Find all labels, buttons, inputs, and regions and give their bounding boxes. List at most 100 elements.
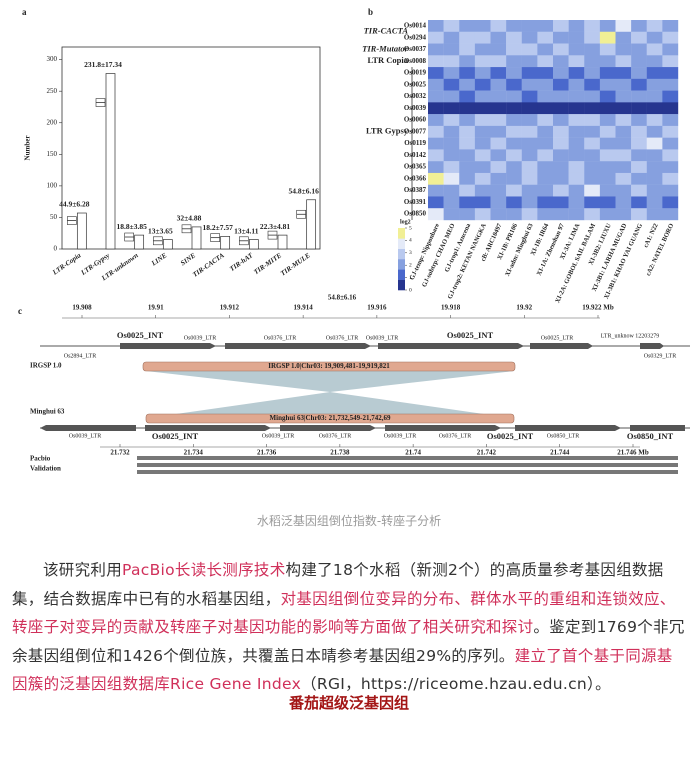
- heat-cell: [662, 78, 679, 91]
- text: 该研究利用: [43, 561, 123, 579]
- heat-cell: [474, 161, 491, 174]
- heat-cell: [537, 20, 554, 32]
- annotation: 54.8±6.16: [288, 186, 319, 195]
- heat-cell: [631, 114, 647, 127]
- scale-label: 19.916: [367, 304, 387, 312]
- heat-cell: [443, 90, 460, 103]
- heat-cell: [662, 137, 679, 150]
- heat-cell: [428, 31, 444, 44]
- scale-label: 19.91: [148, 304, 164, 312]
- heat-cell: [521, 20, 538, 32]
- text: （RGI，https://riceome.hzau.edu.cn）。: [301, 675, 611, 693]
- heat-cell: [428, 20, 444, 32]
- heat-cell: [646, 20, 663, 32]
- gene-label: Os0025_INT: [487, 431, 534, 441]
- track-name: Pacbio: [30, 455, 51, 463]
- heat-cell: [631, 78, 647, 91]
- scale-label: 21.742: [477, 449, 497, 457]
- heat-cell: [599, 125, 616, 138]
- heat-cell: [599, 20, 616, 32]
- y-tick-label: 0: [54, 245, 58, 253]
- heat-cell: [459, 149, 476, 162]
- heat-cell: [599, 90, 616, 103]
- text: 。鉴定到1769个非冗余基因组倒位和1426个倒位族，共覆盖日本晴参考基因组29…: [12, 618, 685, 665]
- heat-cell: [631, 31, 647, 44]
- highlight: 对基因组倒位变异的分布、群体水平的重组和连锁效应、转座子对变异的贡献及转座子对基…: [12, 589, 676, 637]
- x-tick-label: SINE: [179, 251, 197, 267]
- heat-cell: [443, 184, 460, 197]
- heat-cell: [490, 90, 507, 103]
- y-tick-label: 150: [47, 150, 58, 158]
- heat-cell: [631, 55, 647, 68]
- y-tick-label: 200: [47, 118, 58, 126]
- heat-cell: [521, 184, 538, 197]
- heat-cell: [474, 31, 491, 44]
- heat-cell: [459, 125, 476, 138]
- legend-swatch: [398, 259, 405, 270]
- heat-cell: [428, 102, 444, 115]
- heat-cell: [459, 184, 476, 197]
- heat-cell: [568, 161, 585, 174]
- heat-cell: [506, 184, 522, 197]
- heat-cell: [459, 67, 476, 80]
- heat-cell: [537, 161, 554, 174]
- heat-cell: [428, 149, 444, 162]
- heat-cell: [584, 161, 601, 174]
- heat-cell: [599, 208, 616, 221]
- heat-cell: [459, 102, 476, 115]
- heat-cell: [521, 43, 538, 56]
- bar: [76, 212, 87, 250]
- heat-cell: [631, 208, 647, 221]
- heat-cell: [584, 90, 601, 103]
- heat-cell: [662, 184, 679, 197]
- paragraph: 该研究利用PacBio长读长测序技术构建了18个水稻（新测2个）的高质量参考基因…: [12, 556, 688, 699]
- scale-label: 19.912: [220, 304, 240, 312]
- heat-cell: [428, 161, 444, 174]
- heat-cell: [662, 196, 679, 209]
- heat-cell: [428, 114, 444, 127]
- heat-cell: [537, 102, 554, 115]
- scale-label: 21.744: [550, 449, 570, 457]
- heat-cell: [553, 20, 569, 32]
- heat-cell: [474, 67, 491, 80]
- heat-cell: [646, 114, 663, 127]
- heat-cell: [490, 67, 507, 80]
- heat-cell: [490, 102, 507, 115]
- heat-cell: [584, 208, 601, 221]
- heat-cell: [537, 43, 554, 56]
- heat-cell: [568, 78, 585, 91]
- gene-arrow: [120, 343, 664, 349]
- heat-cell: [506, 43, 522, 56]
- heat-cell: [553, 78, 569, 91]
- heat-cell: [521, 208, 538, 221]
- legend-tick-label: 0: [409, 287, 412, 293]
- heat-cell: [568, 90, 585, 103]
- y-tick-label: 100: [47, 181, 58, 189]
- heat-cell: [537, 172, 554, 185]
- x-tick-label: TIR-CACTA: [191, 251, 226, 279]
- heat-cell: [615, 172, 632, 185]
- x-tick-label: TIR-MULE: [279, 251, 312, 277]
- heat-cell: [428, 196, 444, 209]
- heat-cell: [568, 31, 585, 44]
- row-label: Os0008: [404, 57, 427, 65]
- heat-cell: [506, 149, 522, 162]
- heat-cell: [631, 184, 647, 197]
- heat-cell: [490, 43, 507, 56]
- heat-cell: [537, 67, 554, 80]
- y-tick-label: 300: [47, 55, 58, 63]
- heat-cell: [615, 208, 632, 221]
- heat-cell: [428, 172, 444, 185]
- bar: [277, 234, 288, 250]
- heat-cell: [474, 102, 491, 115]
- heat-cell: [662, 55, 679, 68]
- heat-cell: [490, 184, 507, 197]
- heat-cell: [506, 67, 522, 80]
- heat-cell: [443, 137, 460, 150]
- row-label: Os0366: [404, 174, 427, 182]
- scale-label: 19.908: [72, 304, 92, 312]
- heat-cell: [646, 78, 663, 91]
- legend-swatch: [398, 269, 405, 280]
- legend-tick-label: 5: [409, 225, 412, 231]
- heat-cell: [474, 114, 491, 127]
